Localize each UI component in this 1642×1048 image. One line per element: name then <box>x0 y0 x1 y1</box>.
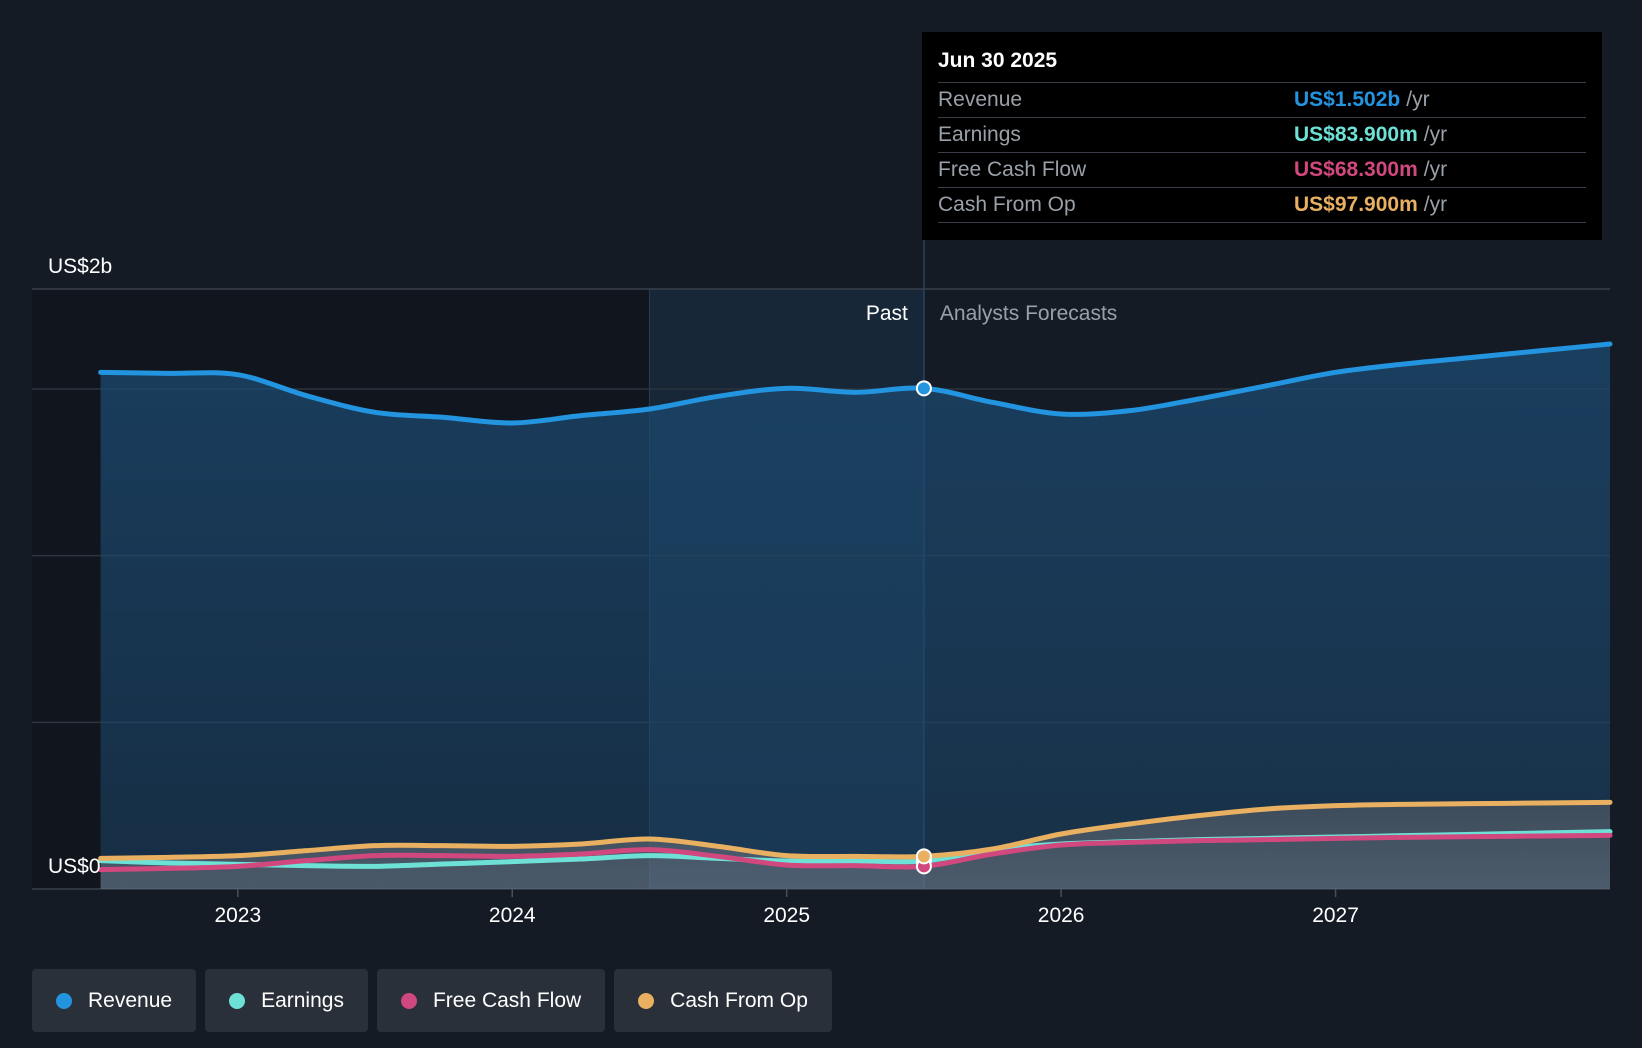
tooltip-unit: /yr <box>1423 123 1448 146</box>
tooltip-unit: /yr <box>1406 88 1430 111</box>
tooltip-unit: /yr <box>1423 158 1448 181</box>
y-axis-label: US$2b <box>48 255 112 278</box>
legend-item-free-cash-flow[interactable]: Free Cash Flow <box>376 969 606 1032</box>
cash-from-op-line <box>98 799 1613 861</box>
tooltip-row-cash-from-op: Cash From Op US$97.900m /yr <box>938 188 1586 223</box>
tooltip-value: US$97.900m <box>1294 193 1418 216</box>
tooltip-date: Jun 30 2025 <box>938 46 1586 83</box>
forecast-label: Analysts Forecasts <box>940 302 1117 325</box>
past-label: Past <box>866 302 908 325</box>
tooltip: Jun 30 2025 Revenue US$1.502b /yr Earnin… <box>922 32 1602 240</box>
x-tick-label: 2024 <box>489 904 536 927</box>
tooltip-value: US$68.300m <box>1294 158 1418 181</box>
tooltip-value: US$1.502b <box>1294 88 1401 111</box>
x-tick-label: 2023 <box>214 904 261 927</box>
legend-dot-icon <box>638 992 655 1009</box>
revenue-marker <box>915 380 932 397</box>
legend-item-cash-from-op[interactable]: Cash From Op <box>614 969 832 1032</box>
x-tick-label: 2027 <box>1312 904 1359 927</box>
legend-label: Revenue <box>88 988 173 1012</box>
legend-dot-icon <box>229 992 246 1009</box>
legend-label: Cash From Op <box>670 988 808 1012</box>
free-cash-flow-line <box>98 832 1613 873</box>
legend-label: Free Cash Flow <box>432 988 582 1012</box>
tooltip-row-earnings: Earnings US$83.900m /yr <box>938 118 1586 153</box>
legend-item-earnings[interactable]: Earnings <box>205 969 368 1032</box>
tooltip-row-revenue: Revenue US$1.502b /yr <box>938 83 1586 118</box>
revenue-area <box>100 344 1611 889</box>
x-tick-label: 2026 <box>1038 904 1085 927</box>
revenue-line <box>98 341 1613 426</box>
tooltip-name: Revenue <box>938 88 1023 111</box>
tooltip-value: US$83.900m <box>1294 123 1418 146</box>
legend-dot-icon <box>56 992 72 1009</box>
tooltip-name: Free Cash Flow <box>938 158 1087 181</box>
tooltip-unit: /yr <box>1423 193 1448 216</box>
legend-dot-icon <box>400 992 417 1009</box>
legend-item-revenue[interactable]: Revenue <box>32 969 197 1032</box>
tooltip-name: Cash From Op <box>938 193 1076 216</box>
tooltip-row-free-cash-flow: Free Cash Flow US$68.300m /yr <box>938 153 1586 188</box>
legend-label: Earnings <box>261 988 344 1012</box>
cash-from-op-area <box>100 802 1611 889</box>
tooltip-name: Earnings <box>938 123 1021 146</box>
x-tick-label: 2025 <box>763 904 810 927</box>
cash-from-op-marker <box>915 848 932 865</box>
legend: Revenue Earnings Free Cash Flow Cash Fro… <box>32 969 832 1032</box>
y-axis-label: US$0 <box>48 855 101 878</box>
